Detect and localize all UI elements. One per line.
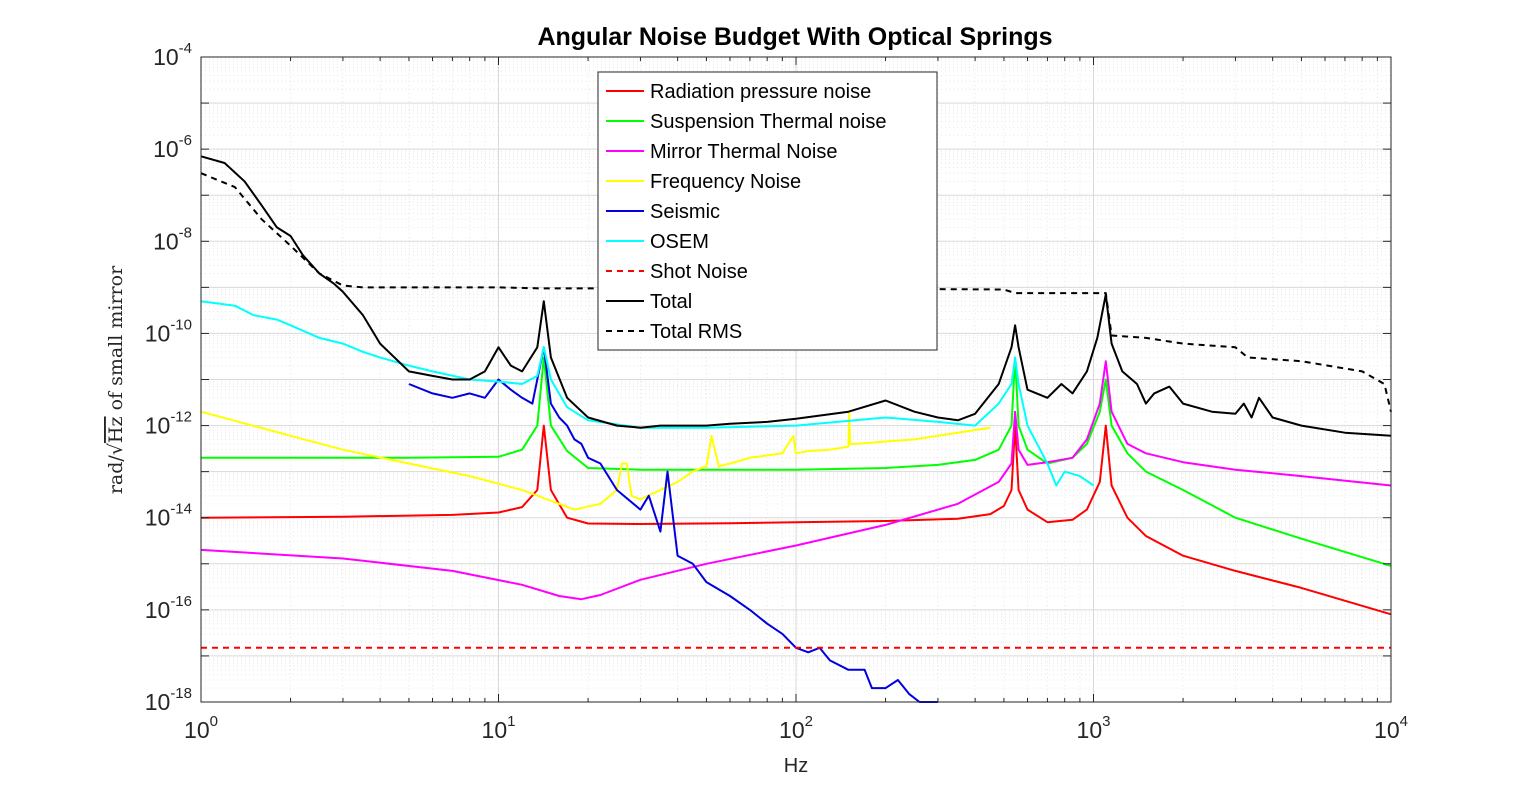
- x-tick-base: 10: [1374, 717, 1400, 743]
- y-tick-exponent: -4: [179, 40, 192, 57]
- x-tick-labels: 100 101 102 103 104: [184, 713, 1408, 743]
- y-axis-label-sqrt: √: [105, 442, 127, 455]
- y-tick-base: 10: [153, 136, 179, 162]
- x-tick-label: 101: [482, 713, 516, 743]
- y-tick-label: 10-6: [153, 132, 192, 162]
- y-tick-label: 10-14: [145, 501, 192, 531]
- y-axis-label-post: of small mirror: [105, 265, 127, 417]
- x-tick-label: 103: [1077, 713, 1111, 743]
- x-tick-label: 104: [1374, 713, 1408, 743]
- y-tick-exponent: -8: [179, 224, 192, 241]
- x-tick-exponent: 1: [507, 713, 515, 730]
- legend-box: [597, 71, 938, 351]
- series-line-osem: [200, 300, 1095, 487]
- y-tick-exponent: -18: [170, 685, 192, 702]
- y-tick-base: 10: [153, 44, 179, 70]
- x-tick-exponent: 0: [210, 713, 218, 730]
- x-tick-base: 10: [482, 717, 508, 743]
- series-line-frequency-noise: [200, 410, 991, 511]
- legend-entry-label: Mirror Thermal Noise: [650, 141, 837, 163]
- legend-entry-label: Total: [650, 291, 692, 313]
- legend: Radiation pressure noise Suspension Therm…: [597, 71, 938, 351]
- chart-title: Angular Noise Budget With Optical Spring…: [537, 23, 1052, 51]
- x-tick-label: 102: [779, 713, 813, 743]
- axis-ticks: [200, 56, 1392, 703]
- series-line-seismic: [408, 346, 938, 703]
- legend-entry-label: Total RMS: [650, 321, 742, 343]
- x-axis-label: Hz: [784, 755, 808, 777]
- y-tick-base: 10: [145, 597, 171, 623]
- y-axis-label-radicand: Hz: [105, 416, 127, 443]
- series-line-total: [200, 155, 1392, 437]
- x-tick-base: 10: [184, 717, 210, 743]
- series-line-radiation-pressure-noise: [200, 424, 1392, 616]
- y-tick-label: 10-12: [145, 409, 192, 439]
- y-tick-label: 10-4: [153, 40, 192, 70]
- y-tick-base: 10: [145, 689, 171, 715]
- x-tick-base: 10: [1077, 717, 1103, 743]
- y-axis-label-pre: rad/: [105, 455, 127, 495]
- legend-entry-label: Frequency Noise: [650, 171, 801, 193]
- y-tick-base: 10: [145, 505, 171, 531]
- y-tick-label: 10-18: [145, 685, 192, 715]
- x-tick-exponent: 2: [805, 713, 813, 730]
- x-tick-exponent: 3: [1102, 713, 1110, 730]
- y-tick-label: 10-16: [145, 593, 192, 623]
- x-tick-label: 100: [184, 713, 218, 743]
- y-tick-exponent: -12: [170, 409, 192, 426]
- legend-entry-label: Radiation pressure noise: [650, 81, 871, 103]
- legend-entry-label: Shot Noise: [650, 261, 748, 283]
- y-tick-label: 10-8: [153, 224, 192, 254]
- series-line-total-rms: [200, 172, 1392, 412]
- legend-entry-label: Suspension Thermal noise: [650, 111, 886, 133]
- y-tick-exponent: -16: [170, 593, 192, 610]
- y-tick-exponent: -6: [179, 132, 192, 149]
- plot-area: [200, 155, 1392, 703]
- y-tick-base: 10: [145, 413, 171, 439]
- series-line-mirror-thermal-noise: [200, 360, 1392, 601]
- y-tick-exponent: -10: [170, 316, 192, 333]
- y-axis-label: rad/√Hz of small mirror: [105, 265, 127, 494]
- series-line-suspension-thermal-noise: [201, 356, 1392, 567]
- legend-entry-label: Seismic: [650, 201, 720, 223]
- y-tick-base: 10: [153, 228, 179, 254]
- x-tick-exponent: 4: [1400, 713, 1408, 730]
- legend-entry-label: OSEM: [650, 231, 709, 253]
- y-tick-exponent: -14: [170, 501, 192, 518]
- y-tick-label: 10-10: [145, 316, 192, 346]
- y-tick-base: 10: [145, 320, 171, 346]
- x-tick-base: 10: [779, 717, 805, 743]
